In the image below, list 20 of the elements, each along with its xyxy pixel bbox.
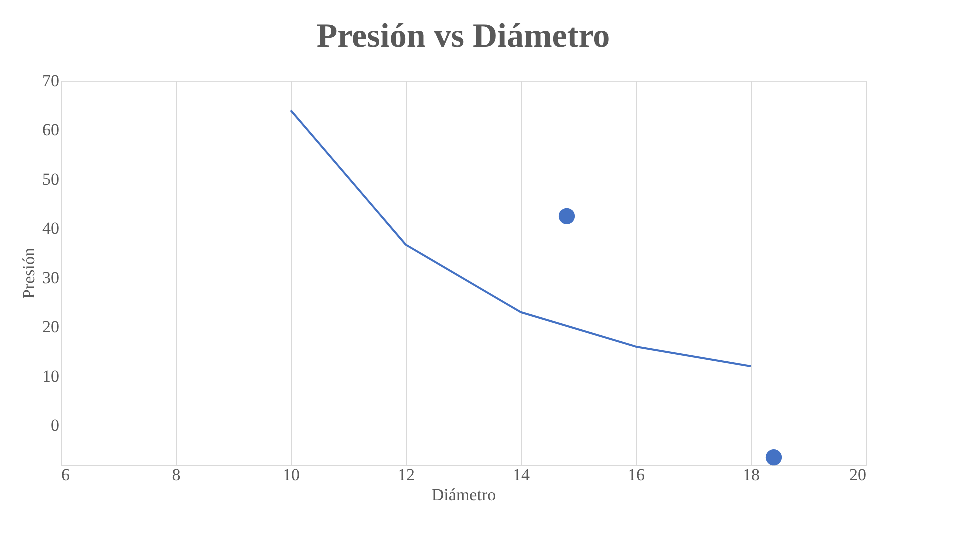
- chart-title: Presión vs Diámetro: [316, 18, 610, 55]
- x-tick-label: 18: [743, 466, 760, 484]
- y-tick-label: 50: [42, 170, 60, 189]
- y-tick-label: 70: [42, 72, 60, 90]
- y-tick-label: 60: [42, 120, 60, 140]
- y-axis-title: Presión: [20, 248, 38, 299]
- x-tick-label: 12: [398, 466, 415, 484]
- y-tick-label: 0: [51, 416, 60, 436]
- y-tick-label: 20: [42, 318, 60, 337]
- x-tick-label: 10: [283, 466, 300, 484]
- x-tick-label: 6: [62, 466, 70, 484]
- x-axis-title: Diámetro: [432, 486, 496, 504]
- x-tick-label: 8: [172, 466, 181, 484]
- y-tick-label: 10: [42, 366, 60, 386]
- y-tick-label: 40: [42, 219, 60, 238]
- y-tick-label: 30: [42, 268, 60, 288]
- x-tick-label: 14: [513, 466, 530, 484]
- x-tick-label: 20: [850, 466, 866, 484]
- x-tick-label: 16: [628, 466, 645, 484]
- line-series: [290, 110, 752, 368]
